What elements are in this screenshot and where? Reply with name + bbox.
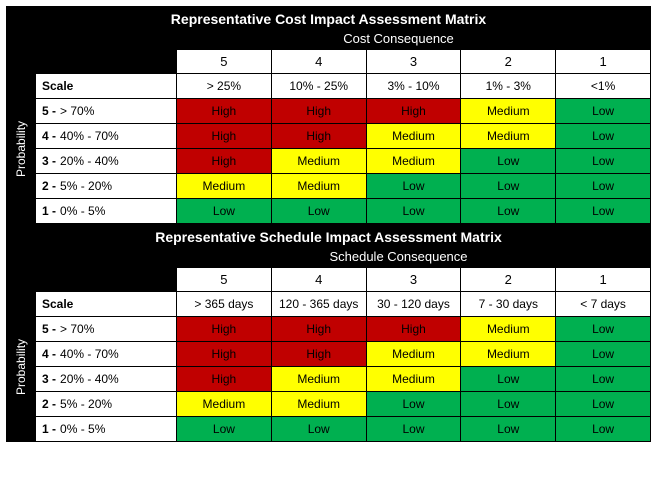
scale-header: 30 - 120 days — [367, 292, 461, 316]
risk-cell: Low — [461, 174, 555, 198]
corner-cell — [36, 268, 176, 291]
matrix-grid: 54321 ProbabilityScale> 25%10% - 25%3% - … — [7, 50, 650, 223]
matrix-grid: 54321 ProbabilityScale> 365 days120 - 365… — [7, 268, 650, 441]
risk-cell: Low — [177, 199, 271, 223]
scale-header: 7 - 30 days — [461, 292, 555, 316]
risk-cell: Medium — [272, 392, 366, 416]
probability-row-label: 5 - > 70% — [36, 317, 176, 341]
scale-header: < 7 days — [556, 292, 650, 316]
column-number: 3 — [367, 50, 461, 73]
scale-header: 10% - 25% — [272, 74, 366, 98]
matrix-container: Representative Cost Impact Assessment Ma… — [6, 6, 651, 442]
scale-header: 120 - 365 days — [272, 292, 366, 316]
risk-cell: Medium — [461, 124, 555, 148]
probability-row-label: 2 - 5% - 20% — [36, 392, 176, 416]
risk-cell: Medium — [177, 174, 271, 198]
scale-label: Scale — [36, 74, 176, 98]
column-number: 2 — [461, 268, 555, 291]
risk-cell: Medium — [367, 149, 461, 173]
risk-cell: Low — [367, 417, 461, 441]
column-number: 3 — [367, 268, 461, 291]
risk-cell: High — [177, 124, 271, 148]
probability-row-label: 4 - 40% - 70% — [36, 342, 176, 366]
risk-cell: Low — [367, 199, 461, 223]
column-number: 2 — [461, 50, 555, 73]
scale-header: 3% - 10% — [367, 74, 461, 98]
risk-cell: Low — [367, 392, 461, 416]
column-number: 1 — [556, 50, 650, 73]
risk-cell: Low — [556, 317, 650, 341]
column-number: 5 — [177, 50, 271, 73]
risk-cell: High — [367, 317, 461, 341]
risk-cell: Low — [556, 174, 650, 198]
risk-cell: Low — [556, 342, 650, 366]
column-number: 5 — [177, 268, 271, 291]
risk-cell: High — [177, 367, 271, 391]
probability-row-label: 1 - 0% - 5% — [36, 199, 176, 223]
risk-cell: Medium — [272, 367, 366, 391]
risk-cell: Medium — [461, 342, 555, 366]
risk-cell: Low — [556, 367, 650, 391]
risk-cell: Medium — [367, 342, 461, 366]
probability-axis-label: Probability — [7, 292, 35, 441]
matrix-subtitle: Cost Consequence — [147, 29, 650, 50]
corner-cell — [36, 50, 176, 73]
risk-cell: High — [272, 317, 366, 341]
risk-cell: High — [177, 149, 271, 173]
probability-row-label: 5 - > 70% — [36, 99, 176, 123]
risk-cell: Low — [461, 367, 555, 391]
risk-cell: Low — [556, 149, 650, 173]
risk-cell: Low — [461, 417, 555, 441]
risk-cell: High — [272, 124, 366, 148]
risk-cell: Low — [556, 392, 650, 416]
risk-cell: High — [177, 99, 271, 123]
risk-cell: Medium — [461, 99, 555, 123]
matrix-subtitle: Schedule Consequence — [147, 247, 650, 268]
scale-header: > 25% — [177, 74, 271, 98]
scale-header: > 365 days — [177, 292, 271, 316]
risk-matrix: Representative Cost Impact Assessment Ma… — [6, 6, 651, 224]
risk-cell: Medium — [461, 317, 555, 341]
matrix-title: Representative Schedule Impact Assessmen… — [7, 225, 650, 247]
scale-header: 1% - 3% — [461, 74, 555, 98]
column-number: 4 — [272, 50, 366, 73]
probability-axis-label: Probability — [7, 74, 35, 223]
column-number: 4 — [272, 268, 366, 291]
risk-cell: High — [272, 99, 366, 123]
risk-cell: Medium — [367, 124, 461, 148]
risk-cell: Medium — [272, 149, 366, 173]
matrix-title: Representative Cost Impact Assessment Ma… — [7, 7, 650, 29]
risk-cell: High — [367, 99, 461, 123]
risk-cell: High — [272, 342, 366, 366]
risk-cell: Low — [272, 199, 366, 223]
risk-cell: High — [177, 342, 271, 366]
risk-cell: Low — [272, 417, 366, 441]
risk-cell: Low — [367, 174, 461, 198]
risk-cell: High — [177, 317, 271, 341]
risk-cell: Low — [461, 392, 555, 416]
risk-cell: Low — [177, 417, 271, 441]
probability-row-label: 3 - 20% - 40% — [36, 149, 176, 173]
risk-cell: Medium — [272, 174, 366, 198]
risk-cell: Low — [556, 199, 650, 223]
scale-label: Scale — [36, 292, 176, 316]
risk-cell: Low — [556, 124, 650, 148]
column-number: 1 — [556, 268, 650, 291]
corner-cell — [7, 50, 35, 73]
risk-cell: Medium — [367, 367, 461, 391]
probability-row-label: 4 - 40% - 70% — [36, 124, 176, 148]
risk-cell: Low — [556, 99, 650, 123]
risk-cell: Medium — [177, 392, 271, 416]
corner-cell — [7, 268, 35, 291]
probability-row-label: 2 - 5% - 20% — [36, 174, 176, 198]
probability-row-label: 1 - 0% - 5% — [36, 417, 176, 441]
risk-matrix: Representative Schedule Impact Assessmen… — [6, 224, 651, 442]
risk-cell: Low — [461, 199, 555, 223]
risk-cell: Low — [461, 149, 555, 173]
probability-row-label: 3 - 20% - 40% — [36, 367, 176, 391]
scale-header: <1% — [556, 74, 650, 98]
risk-cell: Low — [556, 417, 650, 441]
